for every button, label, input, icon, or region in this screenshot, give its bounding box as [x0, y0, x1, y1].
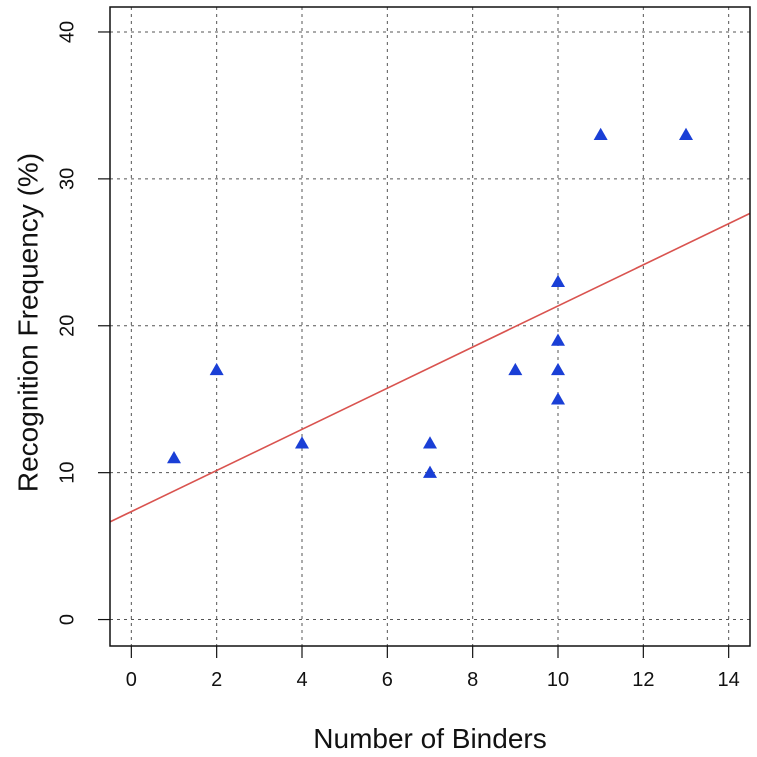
data-point-triangle: [551, 362, 565, 376]
y-tick-label: 0: [56, 614, 78, 625]
data-point-triangle: [593, 127, 608, 141]
data-points: [167, 127, 693, 478]
data-point-triangle: [423, 465, 437, 478]
data-point-triangle: [551, 274, 565, 287]
trend-line: [109, 212, 751, 523]
plot-frame: [109, 6, 751, 647]
data-point-triangle: [423, 436, 437, 449]
x-tick-label: 2: [211, 669, 222, 691]
data-point-triangle: [551, 333, 565, 346]
y-tick-label: 30: [56, 168, 78, 190]
x-tick-label: 12: [632, 669, 654, 691]
y-axis-title: Recognition Frequency (%): [12, 153, 43, 492]
data-point-triangle: [209, 362, 224, 376]
x-tick-label: 10: [547, 669, 569, 691]
x-axis: 0 2 4 6 8 10 12 14: [126, 646, 740, 691]
y-tick-label: 40: [56, 21, 78, 43]
data-point-triangle: [679, 127, 693, 141]
y-tick-label: 20: [56, 315, 78, 337]
grid-lines: [110, 7, 750, 646]
x-tick-label: 0: [126, 669, 137, 691]
x-tick-label: 8: [467, 669, 478, 691]
data-point-triangle: [295, 436, 309, 449]
x-tick-label: 6: [382, 669, 393, 691]
y-axis: 0 10 20 30 40: [56, 21, 110, 625]
x-axis-title: Number of Binders: [313, 723, 546, 754]
data-point-triangle: [508, 362, 523, 376]
data-point-triangle: [551, 392, 565, 405]
y-tick-label: 10: [56, 462, 78, 484]
data-point-triangle: [167, 450, 181, 464]
x-tick-label: 4: [296, 669, 307, 691]
x-tick-label: 14: [718, 669, 740, 691]
